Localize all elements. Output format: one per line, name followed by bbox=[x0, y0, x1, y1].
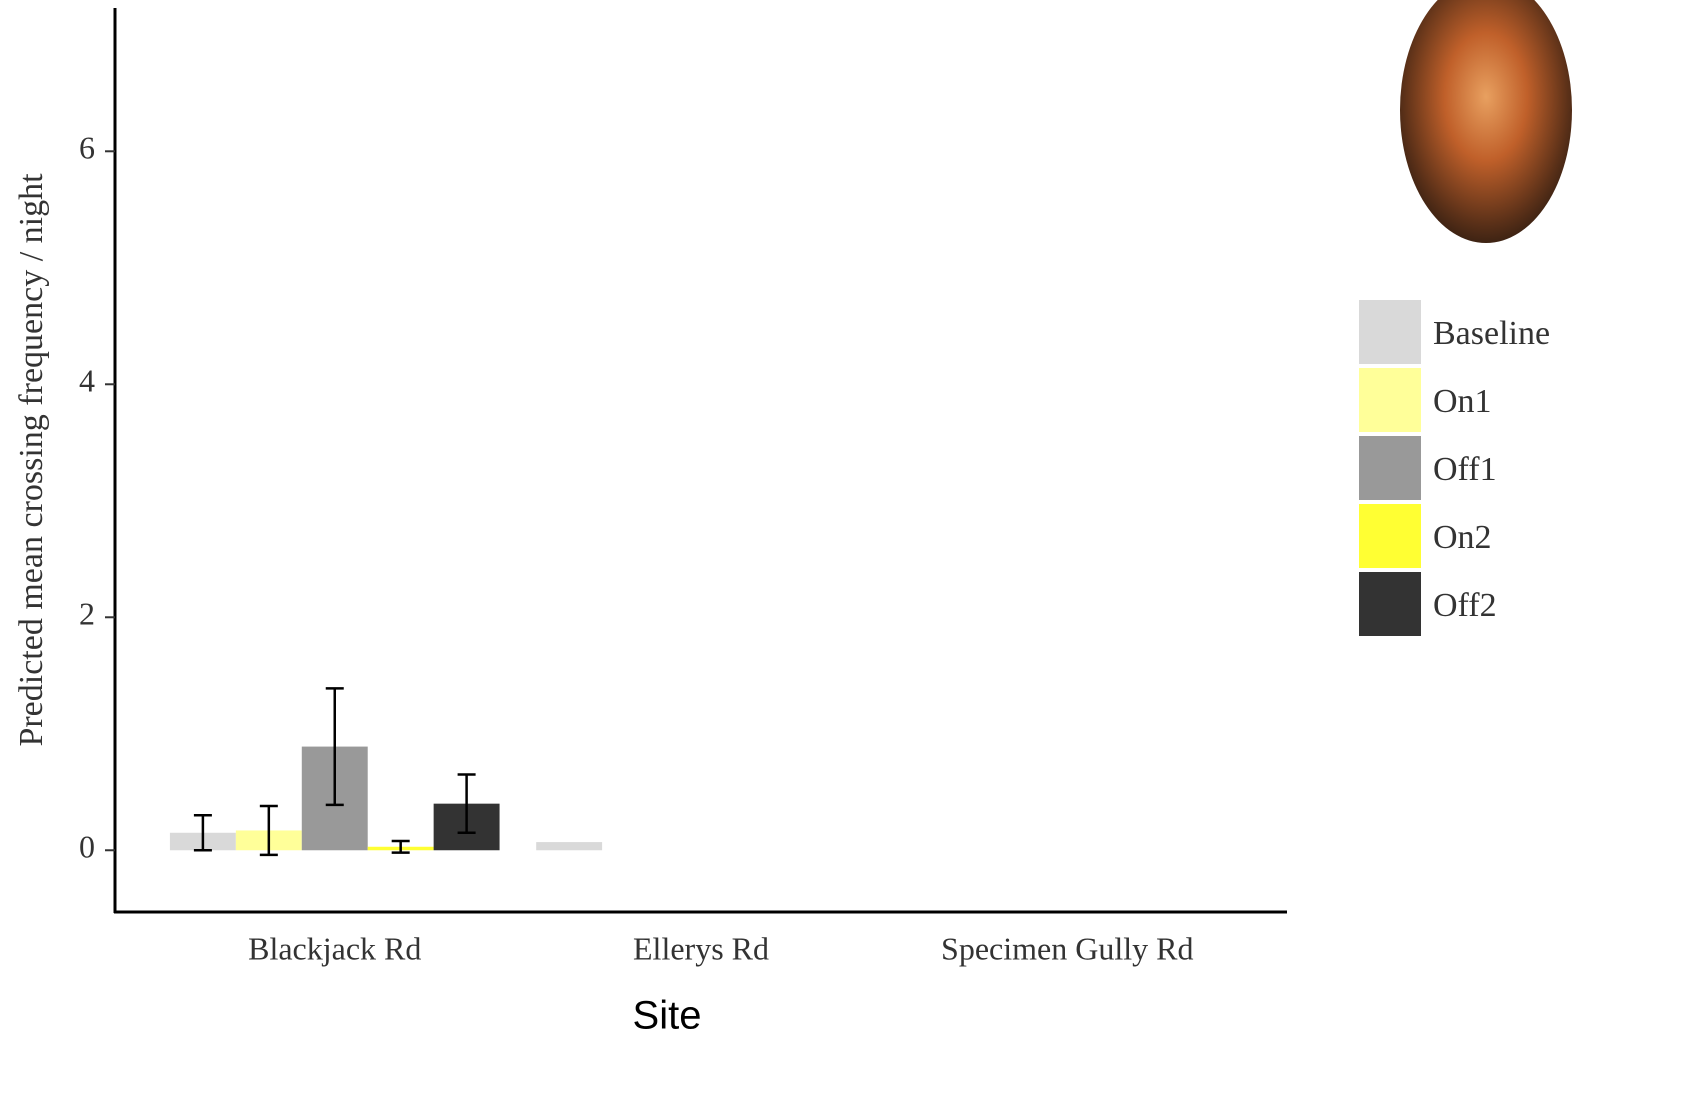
error-bar bbox=[259, 804, 278, 857]
y-axis-title: Predicted mean crossing frequency / nigh… bbox=[13, 173, 50, 747]
error-bar bbox=[193, 814, 212, 852]
error-bar bbox=[457, 773, 476, 835]
legend-label: Baseline bbox=[1433, 315, 1550, 352]
legend-label: Off1 bbox=[1433, 451, 1497, 488]
x-tick-label: Ellerys Rd bbox=[633, 930, 769, 966]
legend-label: On2 bbox=[1433, 519, 1492, 556]
legend-swatch bbox=[1359, 572, 1421, 636]
legend-swatch bbox=[1359, 368, 1421, 432]
bar bbox=[536, 842, 603, 851]
y-tick-label: 6 bbox=[79, 130, 95, 166]
y-tick-label: 2 bbox=[79, 596, 95, 632]
x-tick-label: Specimen Gully Rd bbox=[941, 930, 1193, 966]
error-bar bbox=[325, 687, 344, 807]
legend-swatch bbox=[1359, 300, 1421, 364]
legend-swatch bbox=[1359, 504, 1421, 568]
x-tick-label: Blackjack Rd bbox=[248, 930, 421, 966]
y-tick-label: 0 bbox=[79, 829, 95, 865]
x-axis-title: Site bbox=[633, 994, 702, 1038]
legend-swatch bbox=[1359, 436, 1421, 500]
error-bar bbox=[391, 839, 410, 854]
legend-label: Off2 bbox=[1433, 587, 1497, 624]
fox-image bbox=[1400, 0, 1572, 243]
y-tick-label: 4 bbox=[79, 363, 95, 399]
legend-label: On1 bbox=[1433, 383, 1492, 420]
